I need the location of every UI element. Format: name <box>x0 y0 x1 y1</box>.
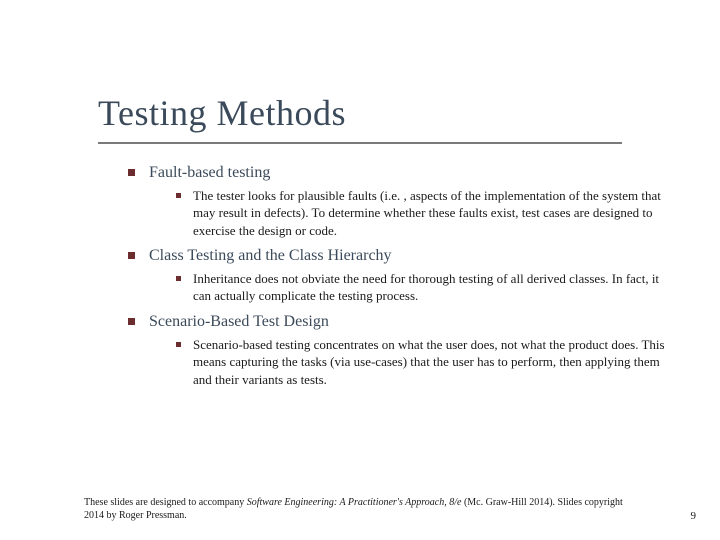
slide-title: Testing Methods <box>98 92 346 134</box>
section-heading: Scenario-Based Test Design <box>149 311 329 333</box>
slide: Testing Methods Fault-based testing The … <box>0 0 720 540</box>
square-bullet-icon <box>128 252 135 259</box>
section-heading-row: Fault-based testing <box>128 162 668 184</box>
square-bullet-icon <box>176 342 181 347</box>
section-body: The tester looks for plausible faults (i… <box>193 187 668 240</box>
section-body-row: Inheritance does not obviate the need fo… <box>176 270 668 305</box>
page-number: 9 <box>691 510 697 522</box>
square-bullet-icon <box>176 276 181 281</box>
section-body-block: Scenario-based testing concentrates on w… <box>176 336 668 389</box>
section-body-block: The tester looks for plausible faults (i… <box>176 187 668 240</box>
square-bullet-icon <box>128 318 135 325</box>
square-bullet-icon <box>128 169 135 176</box>
footer-attribution: These slides are designed to accompany S… <box>84 496 644 522</box>
section-heading: Class Testing and the Class Hierarchy <box>149 245 392 267</box>
title-underline <box>98 142 622 144</box>
section-body-block: Inheritance does not obviate the need fo… <box>176 270 668 305</box>
section-body: Scenario-based testing concentrates on w… <box>193 336 668 389</box>
square-bullet-icon <box>176 193 181 198</box>
section-heading-row: Scenario-Based Test Design <box>128 311 668 333</box>
slide-content: Fault-based testing The tester looks for… <box>128 162 668 394</box>
section-body-row: Scenario-based testing concentrates on w… <box>176 336 668 389</box>
section-heading: Fault-based testing <box>149 162 270 184</box>
section-body: Inheritance does not obviate the need fo… <box>193 270 668 305</box>
footer-text-pre: These slides are designed to accompany <box>84 497 247 508</box>
footer-text-italic: Software Engineering: A Practitioner's A… <box>247 497 462 508</box>
section-heading-row: Class Testing and the Class Hierarchy <box>128 245 668 267</box>
section-body-row: The tester looks for plausible faults (i… <box>176 187 668 240</box>
